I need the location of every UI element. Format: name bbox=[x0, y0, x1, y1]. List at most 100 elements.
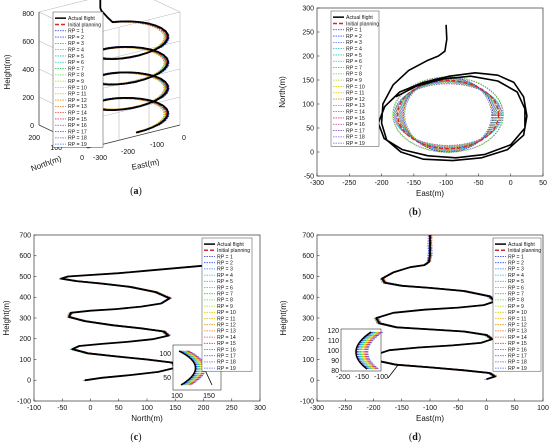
inset-series bbox=[364, 331, 381, 370]
tick-label: -150 bbox=[395, 405, 409, 412]
tick-label: -200 bbox=[121, 149, 135, 156]
caption-letter: a bbox=[134, 186, 139, 197]
tick-label: -150 bbox=[407, 180, 421, 187]
series-rp-8 bbox=[96, 0, 166, 133]
tick-label: -200 bbox=[366, 405, 380, 412]
caption-letter: b bbox=[412, 207, 418, 218]
legend-entry: Actual flight bbox=[68, 16, 95, 22]
legend-entry: RP = 7 bbox=[346, 65, 362, 71]
legend-entry: RP = 11 bbox=[508, 316, 527, 322]
tick-label: 400 bbox=[22, 67, 34, 74]
inset-series bbox=[359, 331, 375, 370]
panel-d: -300 -250 -200 -150 -100 -50 0 50 100 -100 0 100 200… bbox=[279, 232, 549, 443]
series-rp-16 bbox=[92, 0, 170, 134]
legend-entry: RP = 14 bbox=[346, 109, 365, 115]
series-rp-2 bbox=[95, 0, 167, 133]
legend-entry: RP = 15 bbox=[217, 341, 236, 347]
inset-series bbox=[361, 331, 377, 370]
inset-tick-label: -200 bbox=[336, 374, 350, 381]
tick-label: 150 bbox=[169, 405, 181, 412]
panel-c-ticks: -100 -50 0 50 100 150 200 250 300 -100 0 100 200 300 4… bbox=[17, 232, 266, 412]
panel-c-trajectories bbox=[58, 253, 246, 382]
caption-letter: d bbox=[412, 432, 418, 443]
inset-pointer-arrow bbox=[387, 364, 399, 379]
series-rp-12 bbox=[402, 78, 494, 151]
series-rp-12 bbox=[96, 0, 165, 133]
legend-entry: RP = 3 bbox=[68, 41, 84, 47]
caption-letter: c bbox=[134, 432, 139, 443]
series-actual-flight bbox=[377, 24, 528, 162]
legend-entry: Actual flight bbox=[508, 242, 535, 248]
inset-series bbox=[360, 331, 376, 370]
axis-label-y: Height(m) bbox=[279, 300, 288, 335]
inset-tick-label: 90 bbox=[331, 358, 339, 365]
tick-label: 100 bbox=[50, 145, 62, 152]
legend-entry: RP = 11 bbox=[346, 91, 365, 97]
axis-label-x: North(m) bbox=[131, 414, 163, 423]
caption-d: (d) bbox=[409, 432, 421, 443]
tick-label: -100 bbox=[300, 398, 314, 405]
legend-entry: RP = 14 bbox=[217, 335, 236, 341]
legend-entry: RP = 19 bbox=[217, 366, 236, 372]
legend-entry: Actual flight bbox=[346, 15, 373, 21]
tick-label: 600 bbox=[302, 253, 314, 260]
tick-label: -200 bbox=[375, 180, 389, 187]
inset-series bbox=[364, 331, 380, 370]
legend-entry: RP = 13 bbox=[346, 103, 365, 109]
tick-label: 600 bbox=[19, 253, 31, 260]
tick-label: 300 bbox=[302, 315, 314, 322]
legend-box bbox=[330, 10, 380, 147]
legend-entry: RP = 13 bbox=[217, 329, 236, 335]
series-rp-19 bbox=[95, 0, 167, 133]
inset-series bbox=[356, 331, 373, 370]
legend-entry: RP = 13 bbox=[68, 104, 87, 110]
tick-label: 700 bbox=[19, 232, 31, 239]
legend-box bbox=[492, 237, 542, 372]
legend-entry: RP = 18 bbox=[346, 135, 365, 141]
legend-entry: RP = 10 bbox=[217, 310, 236, 316]
panel-d-inset: -200 -150 -100 80 90 100 110 120 bbox=[327, 328, 399, 381]
legend-entry: RP = 4 bbox=[217, 273, 233, 279]
axis-label-y: North(m) bbox=[278, 76, 287, 108]
legend-entry: Actual flight bbox=[217, 242, 244, 248]
tick-label: 50 bbox=[306, 125, 314, 132]
tick-label: 0 bbox=[30, 123, 34, 130]
legend-entry: RP = 18 bbox=[508, 360, 527, 366]
tick-label: -100 bbox=[17, 398, 31, 405]
legend-entry: RP = 10 bbox=[68, 85, 87, 91]
tick-label: 0 bbox=[310, 378, 314, 385]
tick-label: -50 bbox=[57, 405, 67, 412]
legend-entry: RP = 16 bbox=[68, 123, 87, 129]
tick-label: 50 bbox=[115, 405, 123, 412]
legend-entry: RP = 2 bbox=[217, 261, 233, 267]
tick-label: 100 bbox=[302, 101, 314, 108]
tick-label: 300 bbox=[254, 405, 266, 412]
inset-series bbox=[355, 331, 372, 370]
legend-entry: RP = 9 bbox=[508, 304, 524, 310]
tick-label: -250 bbox=[342, 180, 356, 187]
legend-entry: RP = 12 bbox=[68, 98, 87, 104]
legend-entry: RP = 3 bbox=[508, 267, 524, 273]
legend-entry: Initial planning bbox=[508, 248, 541, 254]
legend-entry: RP = 9 bbox=[217, 304, 233, 310]
inset-series bbox=[362, 331, 378, 370]
axis-label-x: East(m) bbox=[416, 189, 444, 198]
legend-entry: RP = 16 bbox=[217, 347, 236, 353]
legend-entry: RP = 12 bbox=[508, 323, 527, 329]
legend-entry: RP = 2 bbox=[346, 34, 362, 40]
tick-label: 300 bbox=[302, 5, 314, 12]
tick-label: -300 bbox=[310, 180, 324, 187]
legend-entry: RP = 1 bbox=[68, 29, 84, 35]
series-rp-13 bbox=[395, 82, 501, 147]
legend-entry: RP = 19 bbox=[346, 141, 365, 147]
axis-label-x: East(m) bbox=[416, 414, 444, 423]
inset-tick-label: 100 bbox=[327, 348, 339, 355]
legend-entry: RP = 19 bbox=[508, 366, 527, 372]
tick-label: 200 bbox=[302, 53, 314, 60]
axis-label-z: Height(m) bbox=[3, 54, 12, 89]
legend-entry: RP = 17 bbox=[346, 128, 365, 134]
tick-label: 50 bbox=[539, 180, 547, 187]
tick-label: 100 bbox=[19, 357, 31, 364]
